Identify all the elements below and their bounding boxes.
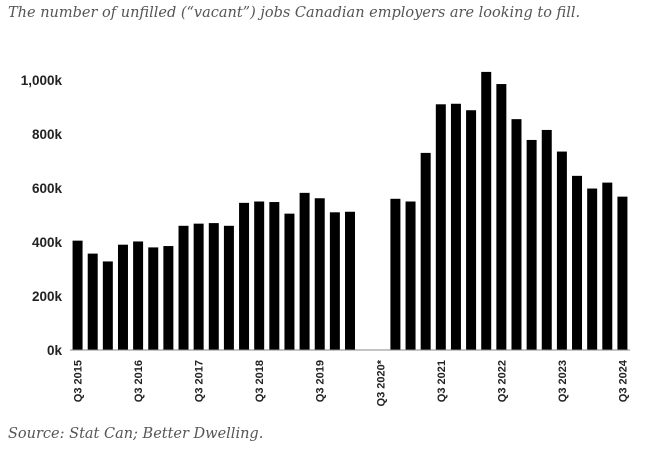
x-tick-label: Q3 2023 [557,360,569,402]
bar [117,244,128,350]
bar [450,103,461,350]
y-tick-label: 600k [32,181,63,196]
bar [405,201,416,350]
x-tick-label: Q3 2017 [194,360,206,402]
x-tick-label: Q3 2015 [73,360,85,402]
x-tick-label: Q3 2021 [436,360,448,402]
bar [602,182,613,350]
bar [526,139,537,350]
bar [133,241,144,350]
bar [617,196,628,350]
bar [284,213,295,350]
x-axis: Q3 2015 Q3 2016 Q3 2017 Q3 2018 Q3 2019 Q3 20… [70,349,630,406]
y-tick-label: 200k [32,289,63,304]
bar [72,240,83,350]
bar [87,253,98,350]
bars [72,71,628,351]
bar [178,225,189,350]
bar [239,202,250,350]
bar [314,198,325,350]
bar [193,223,204,350]
bar [329,212,340,350]
source-note: Source: Stat Can; Better Dwelling. [8,426,264,442]
bar [148,247,159,350]
bar [223,225,234,350]
bar [269,202,280,350]
bar [163,246,174,350]
bar [496,84,507,351]
chart-subtitle: The number of unfilled (“vacant”) jobs C… [8,5,581,21]
bar [541,129,552,350]
bar [466,110,477,351]
y-tick-label: 800k [32,127,63,142]
x-tick-label: Q3 2018 [254,360,266,402]
bar [299,192,310,350]
bar [345,211,355,350]
bar [556,151,567,350]
x-tick-label: Q3 2022 [496,360,508,402]
bar [390,198,401,350]
y-tick-label: 1,000k [21,73,63,88]
bar [481,71,492,351]
y-axis: 0k 200k 400k 600k 800k 1,000k [21,73,63,358]
bar [420,152,431,350]
bar [435,104,446,350]
bar [511,119,522,351]
x-tick-label: Q3 2020* [375,359,387,406]
bar [572,175,583,350]
x-tick-label: Q3 2024 [617,359,629,402]
bar [587,188,598,350]
y-tick-label: 400k [32,235,63,250]
bar [254,201,265,350]
bar [102,261,113,350]
x-tick-label: Q3 2019 [315,360,327,402]
y-tick-label: 0k [47,343,63,358]
bar [208,223,219,350]
x-tick-label: Q3 2016 [133,360,145,402]
